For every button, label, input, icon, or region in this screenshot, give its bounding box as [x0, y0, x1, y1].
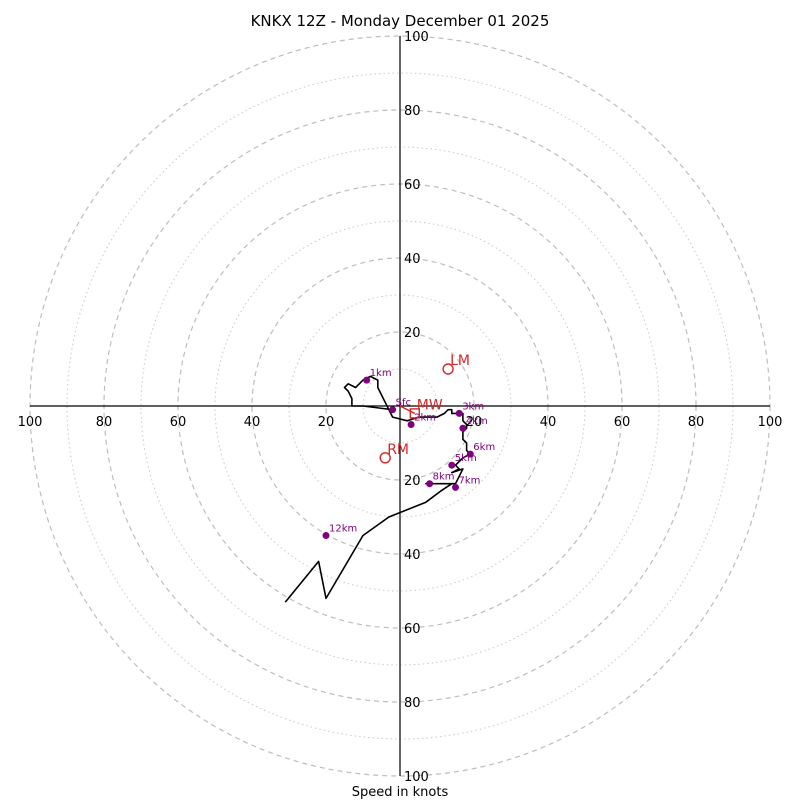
storm-motion-marker [442, 363, 454, 375]
height-marker-label: 7km [459, 475, 481, 486]
height-marker-point [455, 409, 463, 417]
height-marker-point [452, 483, 459, 491]
storm-motion-label: MW [417, 397, 443, 413]
y-tick-label: 40 [404, 252, 421, 267]
y-tick-label: 80 [404, 104, 421, 119]
x-tick-label: 80 [96, 415, 113, 430]
height-marker-label: 1km [370, 368, 392, 379]
height-marker-label: Sfc [396, 398, 411, 409]
storm-motion-label: RM [387, 442, 409, 458]
x-tick-label: 20 [318, 415, 335, 430]
y-tick-label: 20 [404, 326, 421, 341]
height-marker-label: 4km [466, 416, 488, 427]
x-tick-label: 80 [688, 415, 705, 430]
x-tick-label: 40 [540, 415, 557, 430]
height-marker-label: 2km [414, 413, 436, 424]
height-marker-point [363, 376, 371, 384]
storm-motion-markers: LM MW RM [379, 353, 470, 464]
height-marker-label: 5km [455, 453, 477, 464]
mean-wind-vector [399, 405, 416, 415]
y-tick-label: 100 [404, 770, 429, 785]
y-tick-label: 60 [404, 622, 421, 637]
height-marker-label: 3km [462, 401, 484, 412]
height-marker-label: 8km [433, 472, 455, 483]
height-marker-label: 12km [329, 524, 357, 535]
storm-motion-label: LM [450, 353, 470, 369]
y-tick-label: 40 [404, 548, 421, 563]
tick-labels: 20 20 20 20 40 40 40 40 60 60 60 60 80 80 80 80 100 100 10… [18, 30, 783, 785]
x-tick-label: 100 [18, 415, 43, 430]
x-tick-label: 100 [758, 415, 783, 430]
x-axis-label: Speed in knots [352, 785, 449, 800]
height-marker-point [459, 424, 467, 432]
storm-motion-marker [409, 408, 420, 419]
x-tick-label: 20 [466, 415, 483, 430]
x-tick-label: 60 [170, 415, 187, 430]
height-marker-point [426, 480, 434, 488]
y-tick-label: 20 [404, 474, 421, 489]
height-marker-point [389, 406, 397, 414]
x-tick-label: 60 [614, 415, 631, 430]
height-marker-point [407, 421, 415, 428]
y-tick-label: 80 [404, 696, 421, 711]
height-marker-point [466, 450, 474, 458]
height-marker-point [448, 461, 456, 469]
y-tick-label: 100 [404, 30, 429, 45]
height-marker-label: 6km [473, 442, 495, 453]
chart-title: KNKX 12Z - Monday December 01 2025 [251, 12, 550, 30]
storm-motion-marker [379, 452, 391, 464]
y-tick-label: 60 [404, 178, 421, 193]
height-marker-point [322, 532, 330, 539]
x-tick-label: 40 [244, 415, 261, 430]
